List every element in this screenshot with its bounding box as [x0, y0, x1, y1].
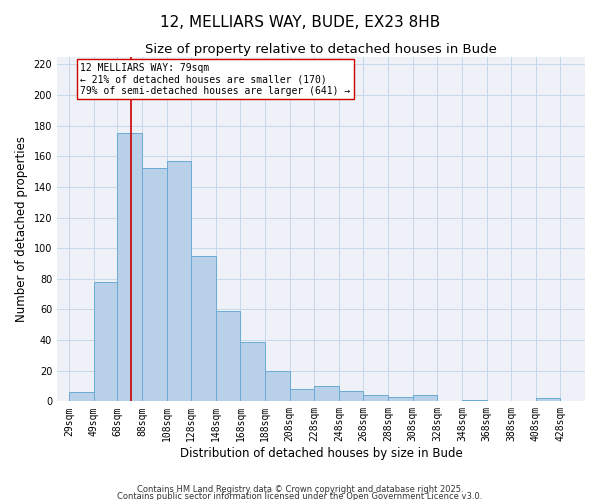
Text: Contains public sector information licensed under the Open Government Licence v3: Contains public sector information licen…	[118, 492, 482, 500]
Bar	[70, 392, 94, 402]
Bar	[118, 134, 142, 402]
Bar	[142, 168, 167, 402]
Text: 12, MELLIARS WAY, BUDE, EX23 8HB: 12, MELLIARS WAY, BUDE, EX23 8HB	[160, 15, 440, 30]
Bar	[314, 386, 339, 402]
Bar	[216, 311, 241, 402]
Text: Contains HM Land Registry data © Crown copyright and database right 2025.: Contains HM Land Registry data © Crown c…	[137, 486, 463, 494]
Title: Size of property relative to detached houses in Bude: Size of property relative to detached ho…	[145, 42, 497, 56]
Text: 12 MELLIARS WAY: 79sqm
← 21% of detached houses are smaller (170)
79% of semi-de: 12 MELLIARS WAY: 79sqm ← 21% of detached…	[80, 63, 350, 96]
Bar	[339, 390, 364, 402]
Bar	[413, 395, 437, 402]
Y-axis label: Number of detached properties: Number of detached properties	[15, 136, 28, 322]
Bar	[536, 398, 560, 402]
X-axis label: Distribution of detached houses by size in Bude: Distribution of detached houses by size …	[179, 447, 463, 460]
Bar	[265, 370, 290, 402]
Bar	[462, 400, 487, 402]
Bar	[191, 256, 216, 402]
Bar	[290, 389, 314, 402]
Bar	[241, 342, 265, 402]
Bar	[94, 282, 119, 402]
Bar	[364, 395, 388, 402]
Bar	[388, 396, 413, 402]
Bar	[167, 161, 191, 402]
